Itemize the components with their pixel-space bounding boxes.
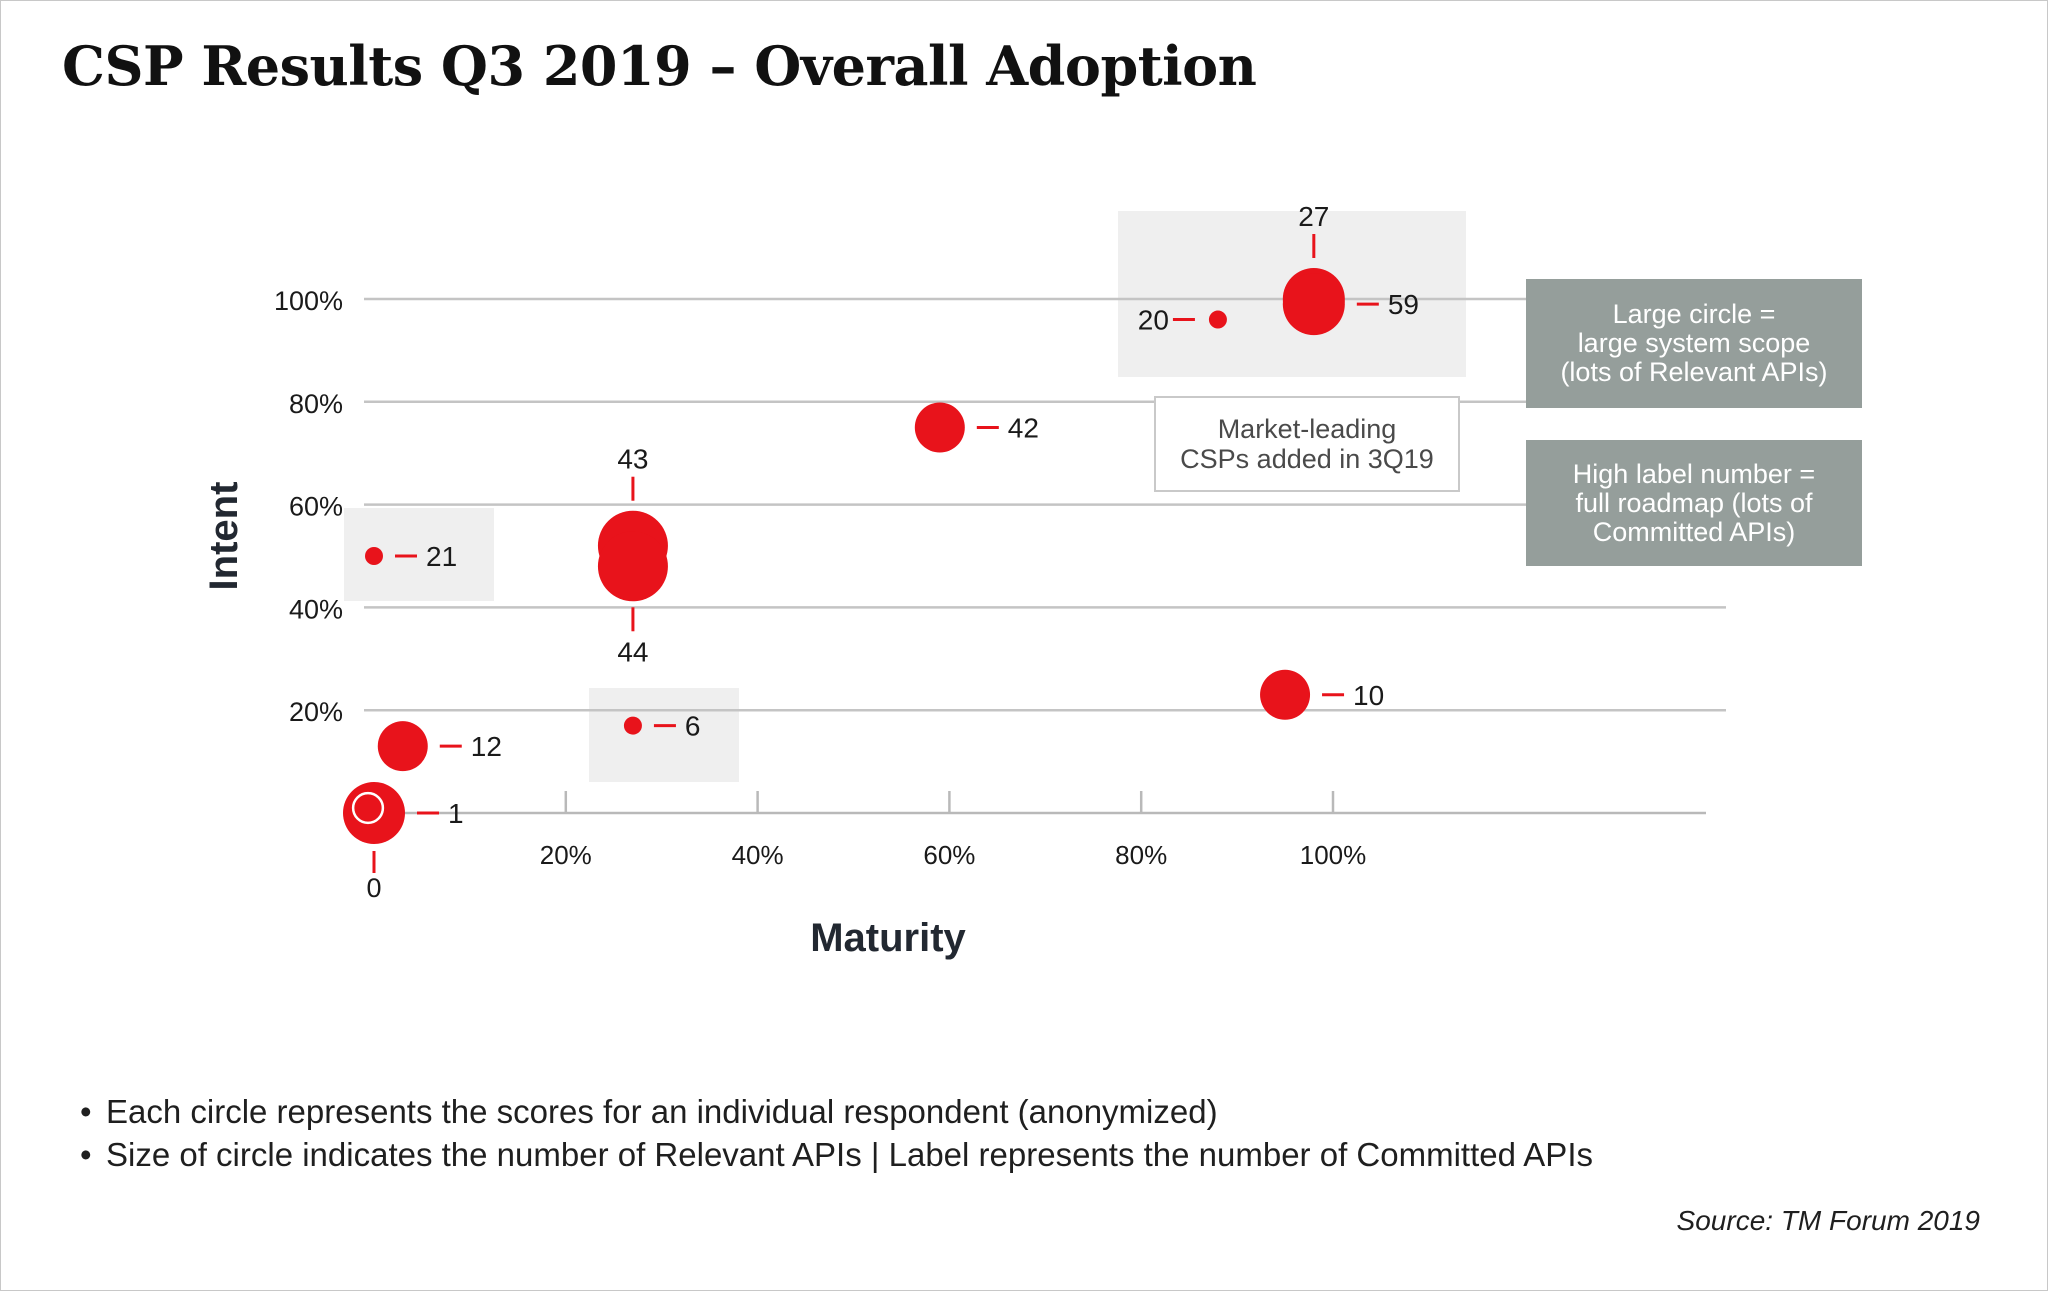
- data-label: 42: [1008, 413, 1039, 444]
- data-point: [365, 547, 383, 565]
- data-point: [623, 716, 642, 735]
- notes-list: Each circle represents the scores for an…: [80, 1090, 1593, 1176]
- y-tick-label: 20%: [289, 697, 343, 727]
- note-item: Each circle represents the scores for an…: [80, 1090, 1593, 1133]
- legend-large-circle: Large circle = large system scope (lots …: [1526, 279, 1862, 408]
- data-label: 6: [685, 711, 701, 742]
- y-tick-label: 80%: [289, 389, 343, 419]
- data-label: 21: [426, 541, 457, 572]
- data-label: 27: [1298, 201, 1329, 232]
- x-tick-label: 40%: [732, 840, 784, 870]
- data-label: 59: [1388, 289, 1419, 320]
- page-title: CSP Results Q3 2019 – Overall Adoption: [62, 34, 1257, 98]
- y-axis-title: Intent: [202, 482, 246, 591]
- highlight-region: [589, 688, 739, 782]
- data-point-ring: [351, 791, 385, 825]
- note-item: Size of circle indicates the number of R…: [80, 1133, 1593, 1176]
- x-tick-label: 80%: [1115, 840, 1167, 870]
- legend-high-label: High label number = full roadmap (lots o…: [1526, 440, 1862, 566]
- y-tick-label: 100%: [274, 286, 343, 316]
- market-leading-callout: Market-leading CSPs added in 3Q19: [1154, 396, 1460, 492]
- data-label: 12: [471, 731, 502, 762]
- data-point: [914, 402, 965, 453]
- y-tick-label: 60%: [289, 492, 343, 522]
- x-tick-label: 100%: [1300, 840, 1367, 870]
- data-label: 43: [617, 444, 648, 475]
- data-label: 1: [448, 798, 464, 829]
- data-point: [1260, 669, 1311, 720]
- data-label: 20: [1138, 305, 1169, 336]
- x-tick-label: 60%: [923, 840, 975, 870]
- data-label: 44: [617, 636, 648, 667]
- x-tick-label: 20%: [540, 840, 592, 870]
- data-point: [377, 721, 428, 772]
- source-credit: Source: TM Forum 2019: [1676, 1205, 1980, 1236]
- x-origin-label: 0: [366, 873, 381, 903]
- y-tick-label: 40%: [289, 594, 343, 624]
- data-point: [343, 782, 405, 844]
- data-point: [597, 531, 668, 602]
- data-label: 10: [1353, 680, 1384, 711]
- data-point: [1208, 310, 1227, 329]
- data-point: [1282, 273, 1345, 336]
- x-axis-title: Maturity: [810, 916, 966, 960]
